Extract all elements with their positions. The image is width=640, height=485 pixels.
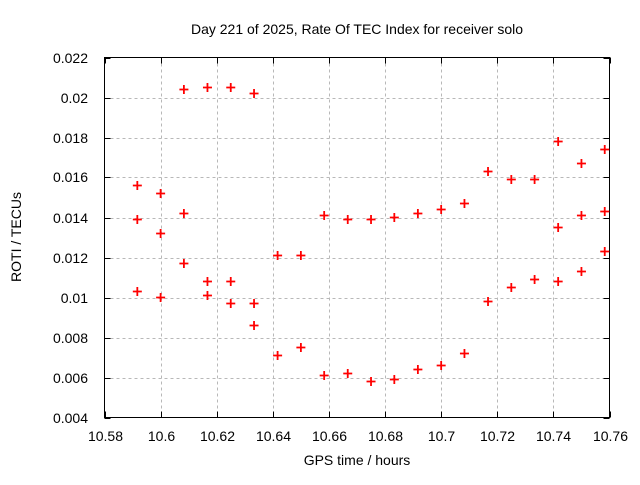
data-point-marker [226, 299, 236, 308]
x-tick-label: 10.72 [480, 428, 515, 444]
y-tick-label: 0.006 [53, 370, 88, 386]
data-point-marker [553, 137, 563, 146]
data-point-marker [226, 277, 236, 286]
data-point-marker [576, 267, 586, 276]
x-tick-label: 10.62 [200, 428, 235, 444]
data-point-marker [132, 287, 142, 296]
data-point-marker [483, 167, 493, 176]
data-point-marker [576, 159, 586, 168]
x-tick-label: 10.74 [536, 428, 571, 444]
data-point-marker [296, 343, 306, 352]
data-point-marker [273, 351, 283, 360]
y-tick-label: 0.012 [53, 250, 88, 266]
data-point-marker [179, 85, 189, 94]
data-point-marker [179, 259, 189, 268]
data-point-marker [226, 83, 236, 92]
y-tick-labels: 0.004 0.006 0.008 0.01 0.012 0.014 0.016 0.018 0… [53, 50, 88, 426]
data-point-marker [156, 293, 166, 302]
y-tick-label: 0.008 [53, 330, 88, 346]
data-point-marker [132, 181, 142, 190]
data-point-marker [156, 189, 166, 198]
data-point-marker [179, 209, 189, 218]
y-tick-label: 0.022 [53, 50, 88, 66]
x-tick-label: 10.58 [88, 428, 123, 444]
data-point-marker [436, 361, 446, 370]
data-point-marker [506, 175, 516, 184]
data-points [132, 83, 610, 386]
data-point-marker [249, 321, 259, 330]
y-tick-label: 0.01 [61, 290, 88, 306]
x-tick-label: 10.66 [312, 428, 347, 444]
data-point-marker [530, 175, 540, 184]
x-tick-label: 10.6 [148, 428, 175, 444]
data-point-marker [156, 229, 166, 238]
chart-title: Day 221 of 2025, Rate Of TEC Index for r… [191, 21, 523, 37]
data-point-marker [273, 251, 283, 260]
data-point-marker [132, 215, 142, 224]
y-tick-label: 0.014 [53, 210, 88, 226]
data-point-marker [530, 275, 540, 284]
data-point-marker [553, 223, 563, 232]
y-tick-label: 0.018 [53, 130, 88, 146]
plot-border [104, 57, 610, 418]
data-point-marker [389, 375, 399, 384]
data-point-marker [506, 283, 516, 292]
data-point-marker [343, 369, 353, 378]
grid-lines [104, 57, 610, 418]
x-tick-labels: 10.58 10.6 10.62 10.64 10.66 10.68 10.7 10.72 10… [88, 428, 628, 444]
data-point-marker [249, 299, 259, 308]
data-point-marker [202, 83, 212, 92]
data-point-marker [366, 377, 376, 386]
data-point-marker [319, 211, 329, 220]
data-point-marker [436, 205, 446, 214]
y-axis-label: ROTI / TECUs [8, 192, 24, 282]
data-point-marker [600, 145, 610, 154]
data-point-marker [459, 349, 469, 358]
data-point-marker [319, 371, 329, 380]
data-point-marker [389, 213, 399, 222]
data-point-marker [600, 207, 610, 216]
data-point-marker [343, 215, 353, 224]
axis-ticks [104, 57, 611, 419]
data-point-marker [576, 211, 586, 220]
data-point-marker [483, 297, 493, 306]
y-tick-label: 0.004 [53, 410, 88, 426]
data-point-marker [413, 365, 423, 374]
data-point-marker [202, 277, 212, 286]
data-point-marker [366, 215, 376, 224]
data-point-marker [553, 277, 563, 286]
x-tick-label: 10.64 [256, 428, 291, 444]
data-point-marker [413, 209, 423, 218]
x-tick-label: 10.68 [368, 428, 403, 444]
data-point-marker [202, 291, 212, 300]
x-tick-label: 10.76 [593, 428, 628, 444]
y-tick-label: 0.02 [61, 90, 88, 106]
data-point-marker [459, 199, 469, 208]
data-point-marker [600, 247, 610, 256]
data-point-marker [296, 251, 306, 260]
x-tick-label: 10.7 [428, 428, 455, 444]
data-point-marker [249, 89, 259, 98]
x-axis-label: GPS time / hours [304, 452, 411, 468]
y-tick-label: 0.016 [53, 169, 88, 185]
